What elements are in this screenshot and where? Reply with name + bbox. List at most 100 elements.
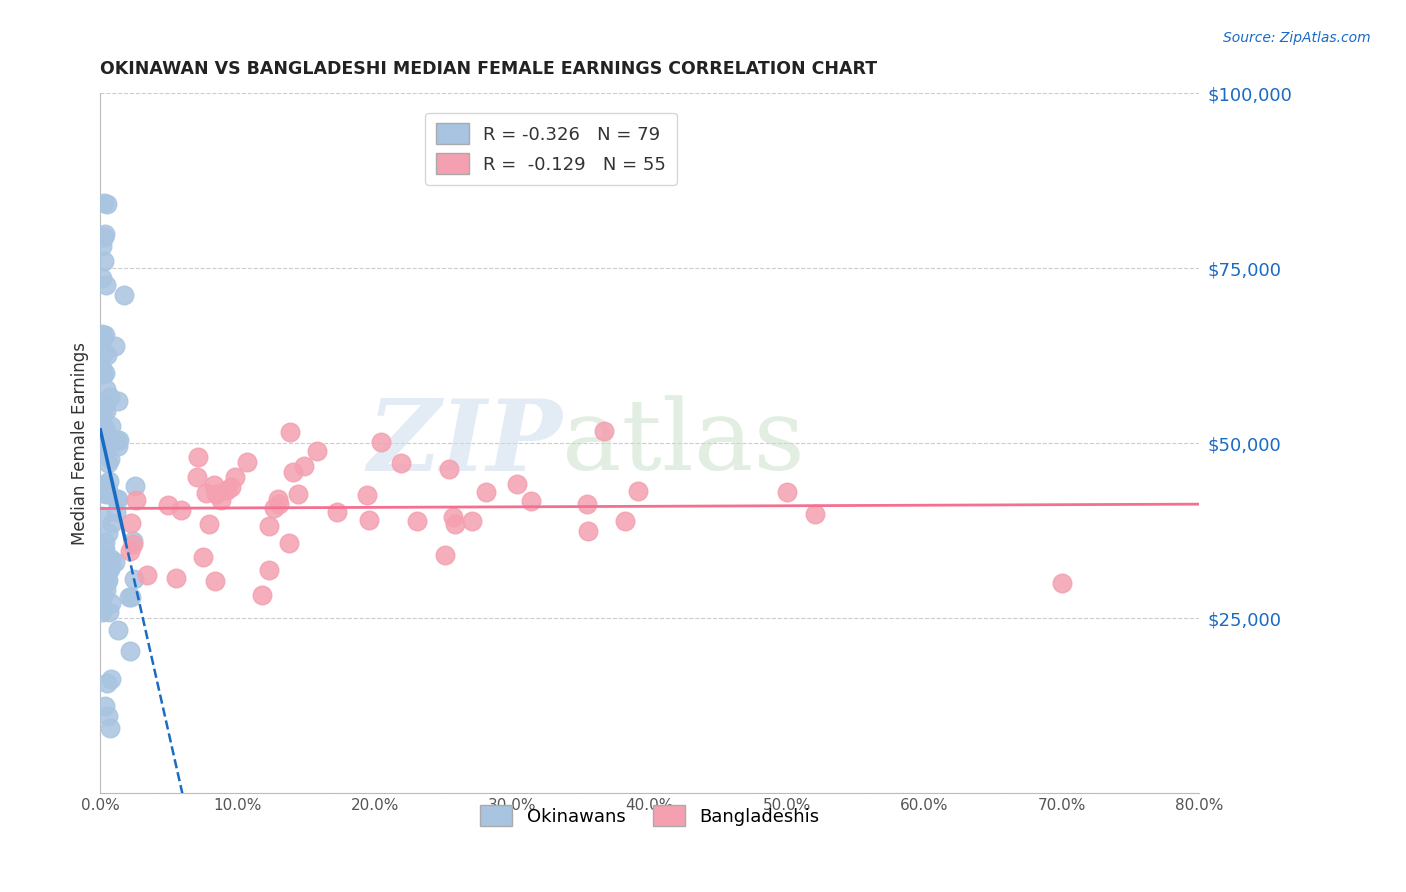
Point <box>211 493 233 508</box>
Point <box>100 673 122 687</box>
Point <box>627 483 650 498</box>
Point <box>90 485 112 500</box>
Point <box>107 623 129 637</box>
Point <box>187 450 209 464</box>
Point <box>433 548 456 562</box>
Point <box>94 366 117 380</box>
Point <box>100 558 122 572</box>
Point <box>613 514 636 528</box>
Point <box>389 456 412 470</box>
Point <box>157 498 180 512</box>
Point <box>91 404 114 418</box>
Point <box>593 424 616 438</box>
Point <box>90 239 112 253</box>
Point <box>98 475 121 489</box>
Point <box>97 573 120 587</box>
Point <box>97 483 120 498</box>
Point <box>107 434 129 448</box>
Point <box>135 568 157 582</box>
Point <box>107 439 129 453</box>
Text: OKINAWAN VS BANGLADESHI MEDIAN FEMALE EARNINGS CORRELATION CHART: OKINAWAN VS BANGLADESHI MEDIAN FEMALE EA… <box>100 60 877 78</box>
Point <box>90 509 112 524</box>
Point <box>406 514 429 528</box>
Point <box>120 516 142 530</box>
Point <box>93 551 115 566</box>
Point <box>122 534 145 549</box>
Point <box>94 698 117 713</box>
Point <box>94 227 117 241</box>
Text: Source: ZipAtlas.com: Source: ZipAtlas.com <box>1223 31 1371 45</box>
Text: ZIP: ZIP <box>367 395 562 491</box>
Point <box>122 537 145 551</box>
Point <box>97 483 120 498</box>
Point <box>91 438 114 452</box>
Point <box>96 196 118 211</box>
Point <box>98 721 121 735</box>
Point <box>93 419 115 434</box>
Point <box>505 477 527 491</box>
Point <box>267 497 290 511</box>
Point <box>112 288 135 302</box>
Point <box>105 434 128 448</box>
Point <box>90 270 112 285</box>
Point <box>357 512 380 526</box>
Point <box>437 461 460 475</box>
Point <box>204 487 226 501</box>
Point <box>91 588 114 602</box>
Point <box>267 491 290 506</box>
Point <box>217 483 239 498</box>
Point <box>219 480 242 494</box>
Point <box>96 404 118 418</box>
Point <box>224 470 246 484</box>
Point <box>204 574 226 588</box>
Point <box>93 195 115 210</box>
Point <box>370 434 392 449</box>
Text: atlas: atlas <box>562 395 804 491</box>
Point <box>104 505 127 519</box>
Point <box>93 346 115 360</box>
Point <box>120 544 142 558</box>
Point <box>94 328 117 343</box>
Point <box>100 596 122 610</box>
Point <box>94 432 117 446</box>
Point <box>292 459 315 474</box>
Point <box>98 562 121 576</box>
Y-axis label: Median Female Earnings: Median Female Earnings <box>72 342 89 545</box>
Point <box>250 588 273 602</box>
Point <box>277 536 299 550</box>
Point <box>93 253 115 268</box>
Point <box>125 493 148 508</box>
Point <box>475 485 498 500</box>
Point <box>576 497 599 511</box>
Point <box>96 582 118 597</box>
Point <box>104 491 127 506</box>
Point <box>96 575 118 590</box>
Point <box>94 476 117 491</box>
Point <box>97 709 120 723</box>
Point <box>93 230 115 244</box>
Point <box>94 422 117 436</box>
Point <box>91 399 114 413</box>
Point <box>90 326 112 341</box>
Point <box>170 503 193 517</box>
Point <box>96 426 118 441</box>
Point <box>94 382 117 396</box>
Point <box>281 465 304 479</box>
Point <box>91 331 114 345</box>
Point <box>94 486 117 500</box>
Point <box>236 455 259 469</box>
Point <box>107 393 129 408</box>
Point <box>165 571 187 585</box>
Point <box>326 505 349 519</box>
Point <box>103 338 125 352</box>
Point <box>441 510 464 524</box>
Point <box>444 516 467 531</box>
Point <box>122 572 145 586</box>
Point <box>195 486 218 500</box>
Point <box>107 491 129 506</box>
Point <box>124 479 146 493</box>
Point <box>356 488 378 502</box>
Point <box>278 425 301 439</box>
Legend: Okinawans, Bangladeshis: Okinawans, Bangladeshis <box>472 798 827 833</box>
Point <box>120 590 142 604</box>
